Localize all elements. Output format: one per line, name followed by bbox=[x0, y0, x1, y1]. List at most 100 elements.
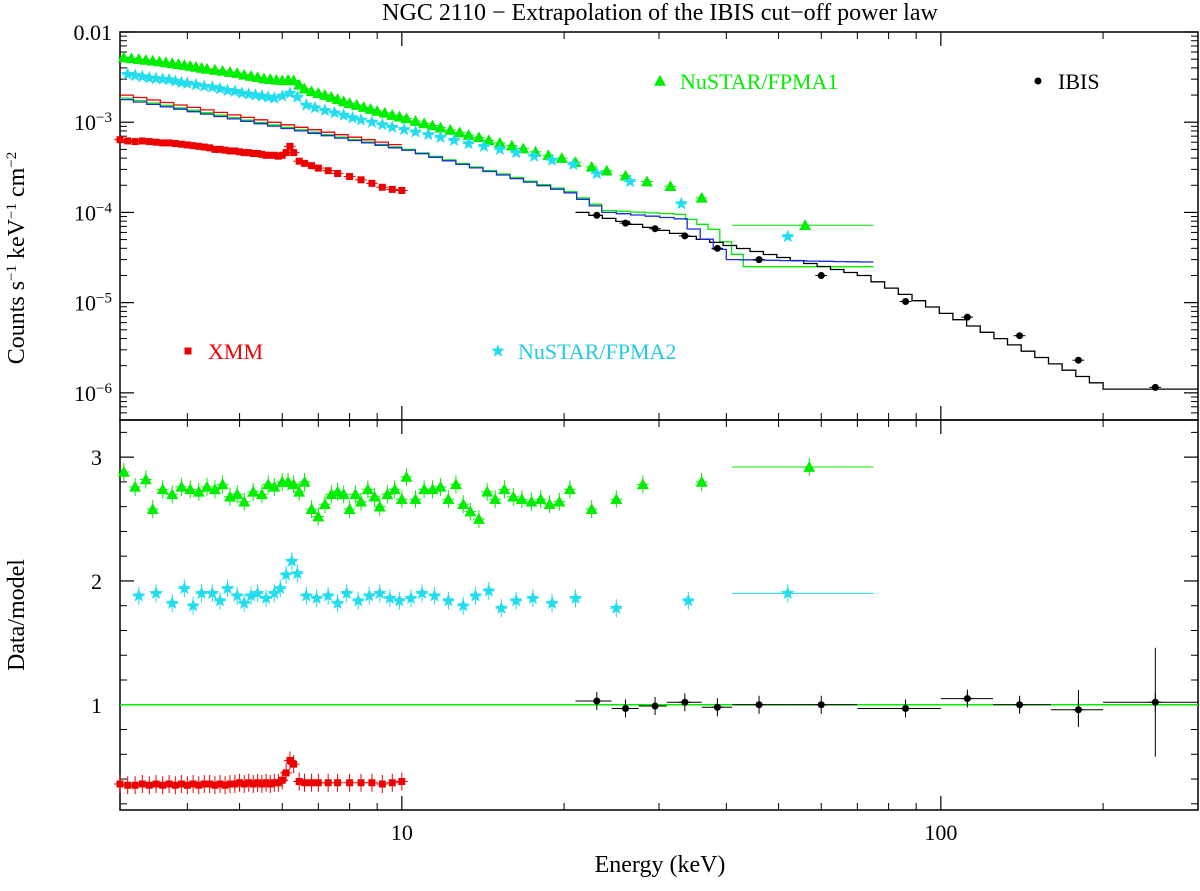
nustar-fpma2-point bbox=[385, 120, 399, 133]
chart-title: NGC 2110 − Extrapolation of the IBIS cut… bbox=[382, 0, 938, 26]
xmm-point bbox=[295, 157, 303, 165]
y-tick-label: 10−4 bbox=[74, 200, 112, 225]
nustar-fpma1-point bbox=[373, 500, 386, 512]
xmm-point bbox=[301, 779, 309, 787]
nustar-fpma1-point bbox=[482, 134, 495, 146]
nustar-fpma1-point bbox=[117, 466, 130, 477]
nustar-fpma1-point bbox=[368, 490, 381, 502]
nustar-fpma2-point bbox=[468, 588, 483, 602]
nustar-fpma1-point bbox=[695, 191, 708, 203]
nustar-fpma1-point bbox=[409, 115, 422, 126]
nustar-fpma2-point bbox=[441, 593, 455, 607]
xmm-point bbox=[346, 779, 354, 787]
xmm-point bbox=[138, 137, 146, 145]
residuals-panel: 10 100 1 2 3 bbox=[91, 419, 1199, 845]
ibis-point bbox=[593, 211, 601, 219]
nustar-fpma1-point bbox=[247, 485, 260, 497]
xmm-point bbox=[152, 780, 160, 788]
nustar-fpma1-point bbox=[238, 495, 251, 507]
nustar-fpma2-point bbox=[189, 77, 203, 91]
x-tick-label: 100 bbox=[924, 820, 957, 845]
nustar-fpma1-point bbox=[585, 160, 598, 172]
xmm-point bbox=[398, 778, 406, 786]
nustar-fpma2-point bbox=[235, 86, 249, 99]
xmm-point bbox=[324, 167, 332, 175]
nustar-fpma1-point bbox=[293, 485, 306, 497]
nustar-fpma1-point bbox=[481, 485, 494, 497]
nustar-fpma1-point bbox=[505, 139, 518, 151]
nustar-fpma1-point bbox=[640, 175, 653, 187]
x-tick-label: 10 bbox=[391, 820, 413, 845]
nustar-fpma1-point bbox=[298, 475, 311, 487]
xmm-point bbox=[221, 781, 229, 789]
xmm-point bbox=[254, 779, 262, 787]
y-tick-label: 1 bbox=[91, 693, 102, 718]
nustar-fpma2-point bbox=[177, 581, 192, 594]
xmm-point bbox=[124, 137, 132, 145]
ibis-point bbox=[902, 297, 910, 305]
nustar-fpma1-point bbox=[553, 495, 566, 507]
nustar-fpma2-point bbox=[362, 588, 376, 602]
xmm-point bbox=[206, 144, 214, 152]
xmm-point bbox=[245, 779, 253, 787]
nustar-fpma2-point bbox=[623, 174, 637, 188]
xmm-model-line bbox=[120, 94, 402, 146]
xmm-point bbox=[308, 162, 316, 170]
xmm-point bbox=[249, 780, 257, 788]
nustar-fpma2-point bbox=[149, 71, 163, 85]
xmm-point bbox=[368, 779, 376, 787]
nustar-fpma1-point bbox=[803, 461, 816, 472]
legend-marker-ibis bbox=[1034, 77, 1042, 85]
xmm-point bbox=[290, 760, 298, 768]
nustar-fpma1-point bbox=[449, 478, 462, 490]
nustar-fpma1-point bbox=[418, 483, 431, 495]
xmm-point bbox=[398, 186, 406, 194]
xmm-point bbox=[240, 780, 248, 788]
xmm-point bbox=[258, 780, 266, 788]
xmm-point bbox=[236, 779, 244, 787]
nustar-fpma2-point bbox=[781, 586, 795, 599]
nustar-fpma2-point bbox=[194, 586, 209, 599]
nustar-fpma2-point bbox=[461, 136, 476, 150]
xmm-point bbox=[171, 781, 179, 789]
nustar-fpma2-point bbox=[421, 127, 435, 141]
xmm-point bbox=[290, 149, 298, 157]
nustar-fpma2-point bbox=[337, 108, 351, 121]
nustar-fpma2-point bbox=[165, 596, 179, 609]
xmm-point bbox=[274, 152, 282, 160]
nustar-fpma2-point bbox=[590, 166, 604, 180]
nustar-fpma2-point bbox=[482, 583, 496, 597]
nustar-fpma2-point bbox=[261, 90, 275, 103]
xmm-point bbox=[138, 780, 146, 788]
xmm-point bbox=[314, 164, 322, 172]
top-y-axis-label: Counts s−1 keV−1 cm−2 bbox=[4, 152, 30, 365]
x-axis-label: Energy (keV) bbox=[595, 852, 726, 878]
nustar-fpma2-point bbox=[327, 105, 342, 119]
nustar-fpma1-point bbox=[434, 121, 447, 133]
nustar-fpma2-point bbox=[345, 110, 360, 124]
xmm-point bbox=[388, 779, 396, 787]
xmm-point bbox=[206, 780, 214, 788]
ibis-point bbox=[963, 313, 971, 321]
nustar-fpma2-point bbox=[447, 133, 461, 146]
xmm-point bbox=[116, 780, 124, 788]
legend-label-nustar-fpma1: NuSTAR/FPMA1 bbox=[680, 69, 838, 94]
nustar-fpma1-point bbox=[175, 480, 188, 492]
nustar-fpma2-point bbox=[373, 586, 387, 599]
xmm-point bbox=[266, 780, 274, 788]
nustar-fpma2-point bbox=[255, 89, 269, 102]
nustar-fpma1-point bbox=[216, 478, 229, 490]
xmm-point bbox=[159, 139, 167, 147]
nustar-fpma2-point bbox=[174, 75, 189, 89]
nustar-fpma2-point bbox=[308, 100, 322, 114]
xmm-point bbox=[334, 170, 342, 178]
xmm-point bbox=[388, 185, 396, 193]
nustar-fpma1-point bbox=[208, 483, 221, 495]
xmm-point bbox=[189, 780, 197, 788]
nustar-fpma2-point bbox=[545, 596, 559, 609]
nustar-fpma2-point bbox=[509, 145, 523, 159]
nustar-fpma1-point bbox=[664, 180, 677, 192]
xmm-point bbox=[195, 142, 203, 150]
nustar-fpma1-point bbox=[453, 126, 466, 138]
